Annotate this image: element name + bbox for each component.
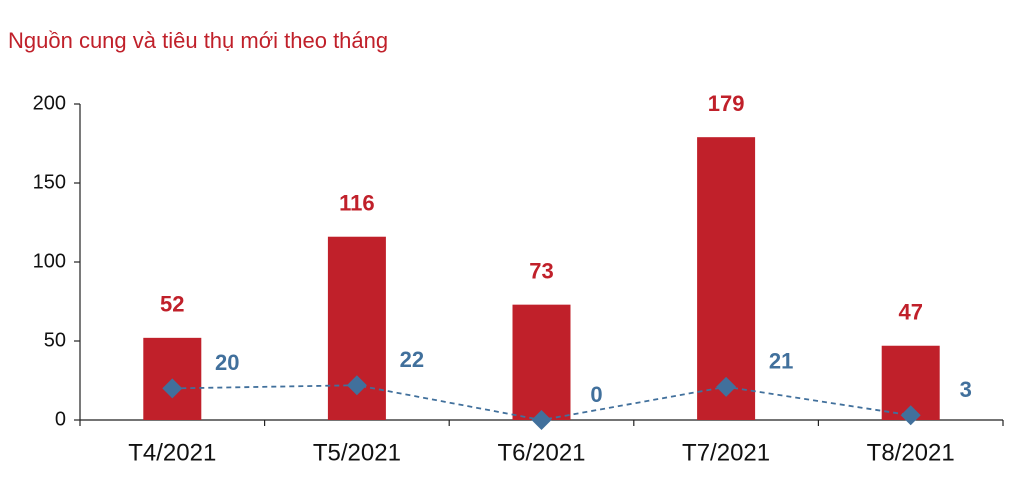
bar-value-label: 73	[529, 258, 553, 283]
bar	[697, 137, 756, 420]
line-marker	[531, 410, 552, 430]
line-marker	[162, 378, 183, 399]
bar-value-label: 47	[898, 300, 922, 325]
y-tick-label: 150	[33, 171, 66, 193]
bar-value-label: 116	[339, 191, 375, 216]
chart-title: Nguồn cung và tiêu thụ mới theo tháng	[8, 28, 388, 53]
x-tick-label: T8/2021	[867, 439, 955, 466]
bar-value-label: 179	[708, 91, 745, 116]
line-value-label: 3	[960, 377, 972, 402]
x-tick-label: T4/2021	[128, 439, 216, 466]
line-value-label: 20	[215, 350, 239, 375]
bar	[512, 304, 571, 420]
bar-value-label: 52	[160, 292, 184, 317]
line-marker	[346, 375, 367, 396]
y-tick-label: 0	[55, 408, 66, 430]
line-marker	[716, 376, 737, 397]
line-marker	[900, 405, 921, 426]
x-tick-label: T5/2021	[313, 439, 401, 466]
y-tick-label: 200	[33, 92, 66, 114]
line-value-label: 22	[400, 347, 424, 372]
x-tick-label: T6/2021	[497, 439, 585, 466]
line-value-label: 0	[590, 382, 602, 407]
y-tick-label: 50	[44, 329, 66, 351]
y-tick-label: 100	[33, 250, 66, 272]
x-tick-label: T7/2021	[682, 439, 770, 466]
line-value-label: 21	[769, 349, 793, 374]
